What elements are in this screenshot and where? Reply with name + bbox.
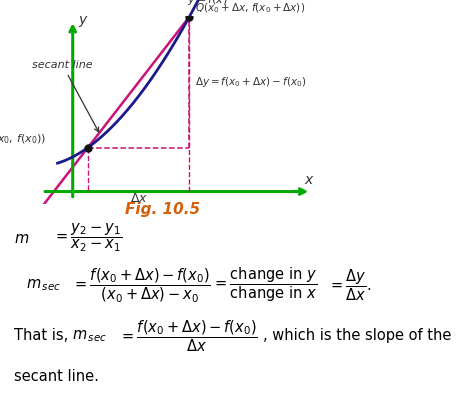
Text: $=\dfrac{\mathrm{change\ in\ }y}{\mathrm{change\ in\ }x}$: $=\dfrac{\mathrm{change\ in\ }y}{\mathrm… bbox=[212, 266, 317, 304]
Text: $m$: $m$ bbox=[14, 231, 29, 245]
Text: $P(x_0,\, f(x_0))$: $P(x_0,\, f(x_0))$ bbox=[0, 132, 47, 146]
Text: $x$: $x$ bbox=[304, 173, 314, 186]
Text: secant line: secant line bbox=[32, 60, 99, 132]
Text: $=\dfrac{f(x_0+\Delta x)-f(x_0)}{(x_0+\Delta x)-x_0}$: $=\dfrac{f(x_0+\Delta x)-f(x_0)}{(x_0+\D… bbox=[72, 266, 211, 304]
Text: $Q(x_0 + \Delta x,\, f(x_0 + \Delta x))$: $Q(x_0 + \Delta x,\, f(x_0 + \Delta x))$ bbox=[195, 1, 306, 15]
Text: $\Delta x$: $\Delta x$ bbox=[130, 192, 148, 204]
Text: $=\dfrac{y_2-y_1}{x_2-x_1}$: $=\dfrac{y_2-y_1}{x_2-x_1}$ bbox=[53, 222, 123, 254]
Text: $\Delta y = f(x_0 + \Delta x) - f(x_0)$: $\Delta y = f(x_0 + \Delta x) - f(x_0)$ bbox=[195, 75, 307, 89]
Text: $m_{\,sec}$: $m_{\,sec}$ bbox=[26, 277, 60, 293]
Text: That is,: That is, bbox=[14, 328, 68, 343]
Text: Fig. 10.5: Fig. 10.5 bbox=[125, 202, 200, 217]
Text: $y = f(x)$: $y = f(x)$ bbox=[187, 0, 228, 7]
Text: $=\dfrac{f(x_0+\Delta x)-f(x_0)}{\Delta x}$: $=\dfrac{f(x_0+\Delta x)-f(x_0)}{\Delta … bbox=[119, 318, 258, 354]
Text: $y$: $y$ bbox=[78, 14, 88, 29]
Text: secant line.: secant line. bbox=[14, 369, 99, 384]
Text: $m_{\,sec}$: $m_{\,sec}$ bbox=[72, 328, 107, 344]
Text: $=\dfrac{\Delta y}{\Delta x}.$: $=\dfrac{\Delta y}{\Delta x}.$ bbox=[328, 267, 372, 303]
Text: , which is the slope of the: , which is the slope of the bbox=[263, 328, 451, 343]
